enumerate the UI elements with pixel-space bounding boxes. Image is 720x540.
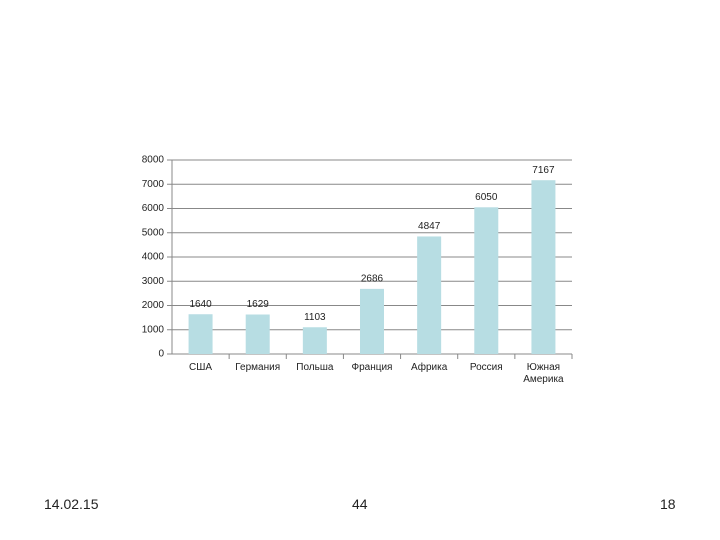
x-tick-label: Франция <box>351 362 393 373</box>
y-tick-label: 2000 <box>142 300 165 311</box>
data-label: 1629 <box>247 299 270 310</box>
y-tick-label: 7000 <box>142 179 165 190</box>
bar <box>417 236 442 354</box>
y-tick-label: 1000 <box>142 324 165 335</box>
data-label: 7167 <box>532 165 555 176</box>
page-number: 18 <box>660 496 676 512</box>
data-label: 1640 <box>189 299 212 310</box>
y-tick-label: 5000 <box>142 227 165 238</box>
data-label: 2686 <box>361 274 384 285</box>
y-tick-label: 0 <box>158 349 164 360</box>
footer-date: 14.02.15 <box>44 496 99 512</box>
x-tick-label: США <box>189 362 213 373</box>
x-tick-label: Германия <box>235 362 281 373</box>
x-tick-label: Южная Америка <box>523 362 564 385</box>
data-label: 6050 <box>475 192 498 203</box>
y-tick-label: 8000 <box>142 155 165 166</box>
bar <box>302 327 327 354</box>
x-tick-label: Африка <box>410 362 448 373</box>
y-tick-label: 3000 <box>142 276 165 287</box>
data-label: 1103 <box>304 312 326 323</box>
data-label: 4847 <box>418 221 441 232</box>
bar <box>188 314 213 354</box>
bar <box>360 288 384 354</box>
bar <box>531 180 556 354</box>
footer-center: 44 <box>352 496 368 512</box>
y-tick-label: 4000 <box>142 252 165 263</box>
x-tick-label: Польша <box>296 362 334 373</box>
bar <box>245 314 270 354</box>
bar <box>474 207 499 354</box>
y-tick-label: 6000 <box>142 203 165 214</box>
x-tick-label: Россия <box>469 362 503 373</box>
